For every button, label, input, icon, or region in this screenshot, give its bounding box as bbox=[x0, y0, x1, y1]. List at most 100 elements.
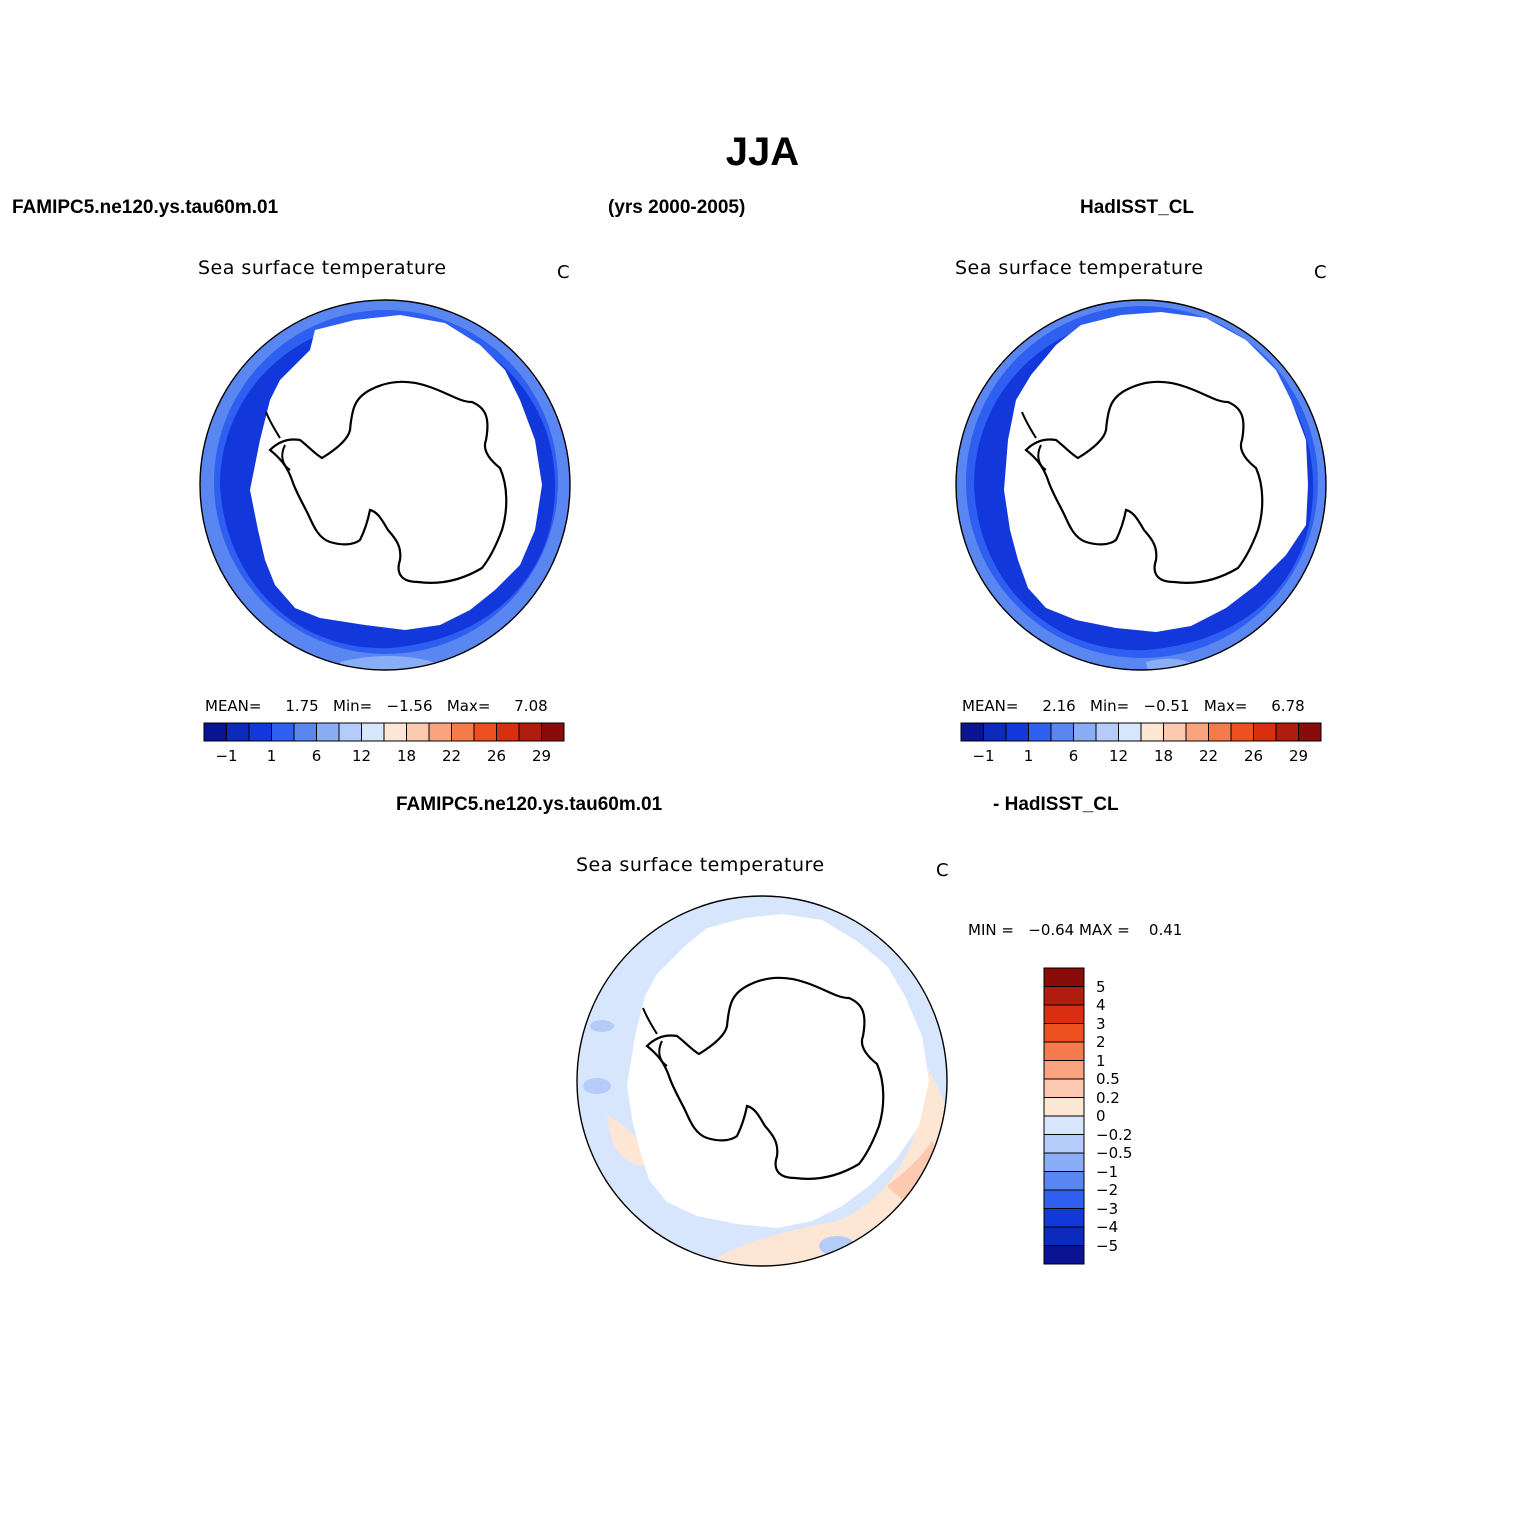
labelbar-swatch bbox=[473, 722, 497, 742]
labelbar-tick-label: 26 bbox=[486, 747, 507, 765]
panel-model-units: C bbox=[557, 262, 570, 283]
max-value: 6.78 bbox=[1271, 697, 1305, 715]
labelbar-tick-label: −3 bbox=[1096, 1199, 1119, 1218]
labelbar-tick-label: 6 bbox=[1068, 747, 1079, 765]
labelbar-tick-label: 22 bbox=[441, 747, 462, 765]
labelbar-swatch bbox=[1073, 722, 1097, 742]
labelbar-tick-label: −4 bbox=[1096, 1218, 1119, 1236]
diff-header-left: FAMIPC5.ne120.ys.tau60m.01 bbox=[396, 794, 663, 815]
labelbar-tick-label: 1 bbox=[1096, 1051, 1106, 1070]
labelbar-swatch bbox=[1253, 722, 1277, 742]
labelbar-swatch bbox=[203, 722, 227, 742]
max-label: Max= bbox=[1203, 697, 1248, 715]
labelbar-swatch bbox=[451, 722, 475, 742]
labelbar-tick-label: 1 bbox=[266, 747, 277, 765]
labelbar-tick-label: −2 bbox=[1096, 1181, 1119, 1199]
labelbar-tick-label: −5 bbox=[1096, 1236, 1119, 1255]
labelbar-swatch bbox=[1043, 1004, 1085, 1024]
labelbar-tick-label: 26 bbox=[1243, 747, 1264, 765]
labelbar-swatch bbox=[1043, 1189, 1085, 1209]
labelbar-tick-label: 18 bbox=[1153, 747, 1174, 765]
labelbar-tick-label: 18 bbox=[396, 747, 417, 765]
panel-model-labelbar bbox=[203, 722, 565, 742]
diff-labelbar bbox=[1043, 967, 1085, 1265]
labelbar-swatch bbox=[1275, 722, 1299, 742]
labelbar-tick-label: −0.2 bbox=[1096, 1125, 1133, 1144]
labelbar-swatch bbox=[1043, 1208, 1085, 1228]
labelbar-swatch bbox=[1208, 722, 1232, 742]
min-value: −0.51 bbox=[1143, 697, 1190, 715]
labelbar-swatch bbox=[1043, 1023, 1085, 1043]
labelbar-swatch bbox=[1043, 1097, 1085, 1117]
labelbar-swatch bbox=[1028, 722, 1052, 742]
peninsula-detail bbox=[642, 1007, 668, 1067]
mean-label: MEAN= bbox=[205, 697, 262, 715]
labelbar-swatch bbox=[293, 722, 317, 742]
labelbar-swatch bbox=[1140, 722, 1164, 742]
labelbar-swatch bbox=[983, 722, 1007, 742]
labelbar-swatch bbox=[960, 722, 984, 742]
labelbar-swatch bbox=[1043, 1078, 1085, 1098]
mean-value: 2.16 bbox=[1042, 697, 1076, 715]
labelbar-swatch bbox=[1118, 722, 1142, 742]
labelbar-tick-label: 29 bbox=[531, 747, 552, 765]
max-label: MAX = bbox=[1079, 921, 1130, 939]
labelbar-tick-label: 0.5 bbox=[1096, 1070, 1120, 1088]
labelbar-tick-label: 3 bbox=[1096, 1014, 1106, 1033]
labelbar-swatch bbox=[1043, 1171, 1085, 1191]
panel-obs-units: C bbox=[1314, 262, 1327, 283]
labelbar-tick-label: 0.2 bbox=[1096, 1088, 1120, 1107]
labelbar-tick-label: −1 bbox=[1096, 1162, 1119, 1181]
labelbar-swatch bbox=[1005, 722, 1029, 742]
labelbar-swatch bbox=[1043, 986, 1085, 1006]
labelbar-tick-label: 5 bbox=[1096, 977, 1106, 996]
labelbar-swatch bbox=[1043, 1115, 1085, 1135]
diff-negative-patch bbox=[583, 1078, 611, 1094]
max-value: 7.08 bbox=[514, 697, 548, 715]
diff-header-right: - HadISST_CL bbox=[993, 794, 1119, 815]
header-case-name: FAMIPC5.ne120.ys.tau60m.01 bbox=[12, 197, 279, 218]
min-value: −1.56 bbox=[386, 697, 433, 715]
ocean-pale-patch bbox=[340, 656, 450, 670]
panel-model-title: Sea surface temperature bbox=[198, 257, 447, 279]
ice-region bbox=[627, 914, 929, 1228]
min-label: MIN = bbox=[968, 921, 1014, 939]
labelbar-swatch bbox=[338, 722, 362, 742]
min-label: Min= bbox=[333, 697, 373, 715]
labelbar-swatch bbox=[1043, 1152, 1085, 1172]
labelbar-swatch bbox=[1043, 967, 1085, 987]
diff-title: Sea surface temperature bbox=[576, 854, 825, 876]
panel-obs-labelbar-ticks: −1 1 6 12 18 22 26 29 bbox=[960, 747, 1322, 767]
labelbar-tick-label: 4 bbox=[1096, 996, 1106, 1014]
labelbar-swatch bbox=[1043, 1245, 1085, 1265]
labelbar-swatch bbox=[1043, 1060, 1085, 1080]
max-value: 0.41 bbox=[1148, 921, 1183, 939]
diff-units: C bbox=[936, 860, 949, 881]
panel-model-map bbox=[199, 299, 571, 671]
mean-label: MEAN= bbox=[962, 697, 1019, 715]
peninsula-detail bbox=[265, 411, 291, 471]
antarctica-coastline bbox=[1024, 380, 1264, 584]
min-label: Min= bbox=[1090, 697, 1130, 715]
labelbar-tick-label: 2 bbox=[1096, 1033, 1106, 1051]
panel-model-labelbar-ticks: −1 1 6 12 18 22 26 29 bbox=[203, 747, 565, 767]
labelbar-swatch bbox=[1043, 1041, 1085, 1061]
labelbar-swatch bbox=[1230, 722, 1254, 742]
labelbar-swatch bbox=[1050, 722, 1074, 742]
labelbar-swatch bbox=[1185, 722, 1209, 742]
mean-value: 1.75 bbox=[285, 697, 319, 715]
labelbar-swatch bbox=[1043, 1226, 1085, 1246]
labelbar-swatch bbox=[1298, 722, 1322, 742]
diff-negative-patch bbox=[590, 1020, 614, 1032]
labelbar-tick-label: 12 bbox=[1108, 747, 1129, 765]
ice-free-region bbox=[250, 315, 542, 630]
labelbar-swatch bbox=[406, 722, 430, 742]
labelbar-swatch bbox=[1043, 1134, 1085, 1154]
labelbar-tick-label: −1 bbox=[972, 747, 995, 765]
labelbar-tick-label: 22 bbox=[1198, 747, 1219, 765]
diff-map bbox=[576, 895, 948, 1267]
labelbar-swatch bbox=[271, 722, 295, 742]
labelbar-swatch bbox=[248, 722, 272, 742]
labelbar-tick-label: −0.5 bbox=[1096, 1144, 1133, 1162]
labelbar-swatch bbox=[226, 722, 250, 742]
